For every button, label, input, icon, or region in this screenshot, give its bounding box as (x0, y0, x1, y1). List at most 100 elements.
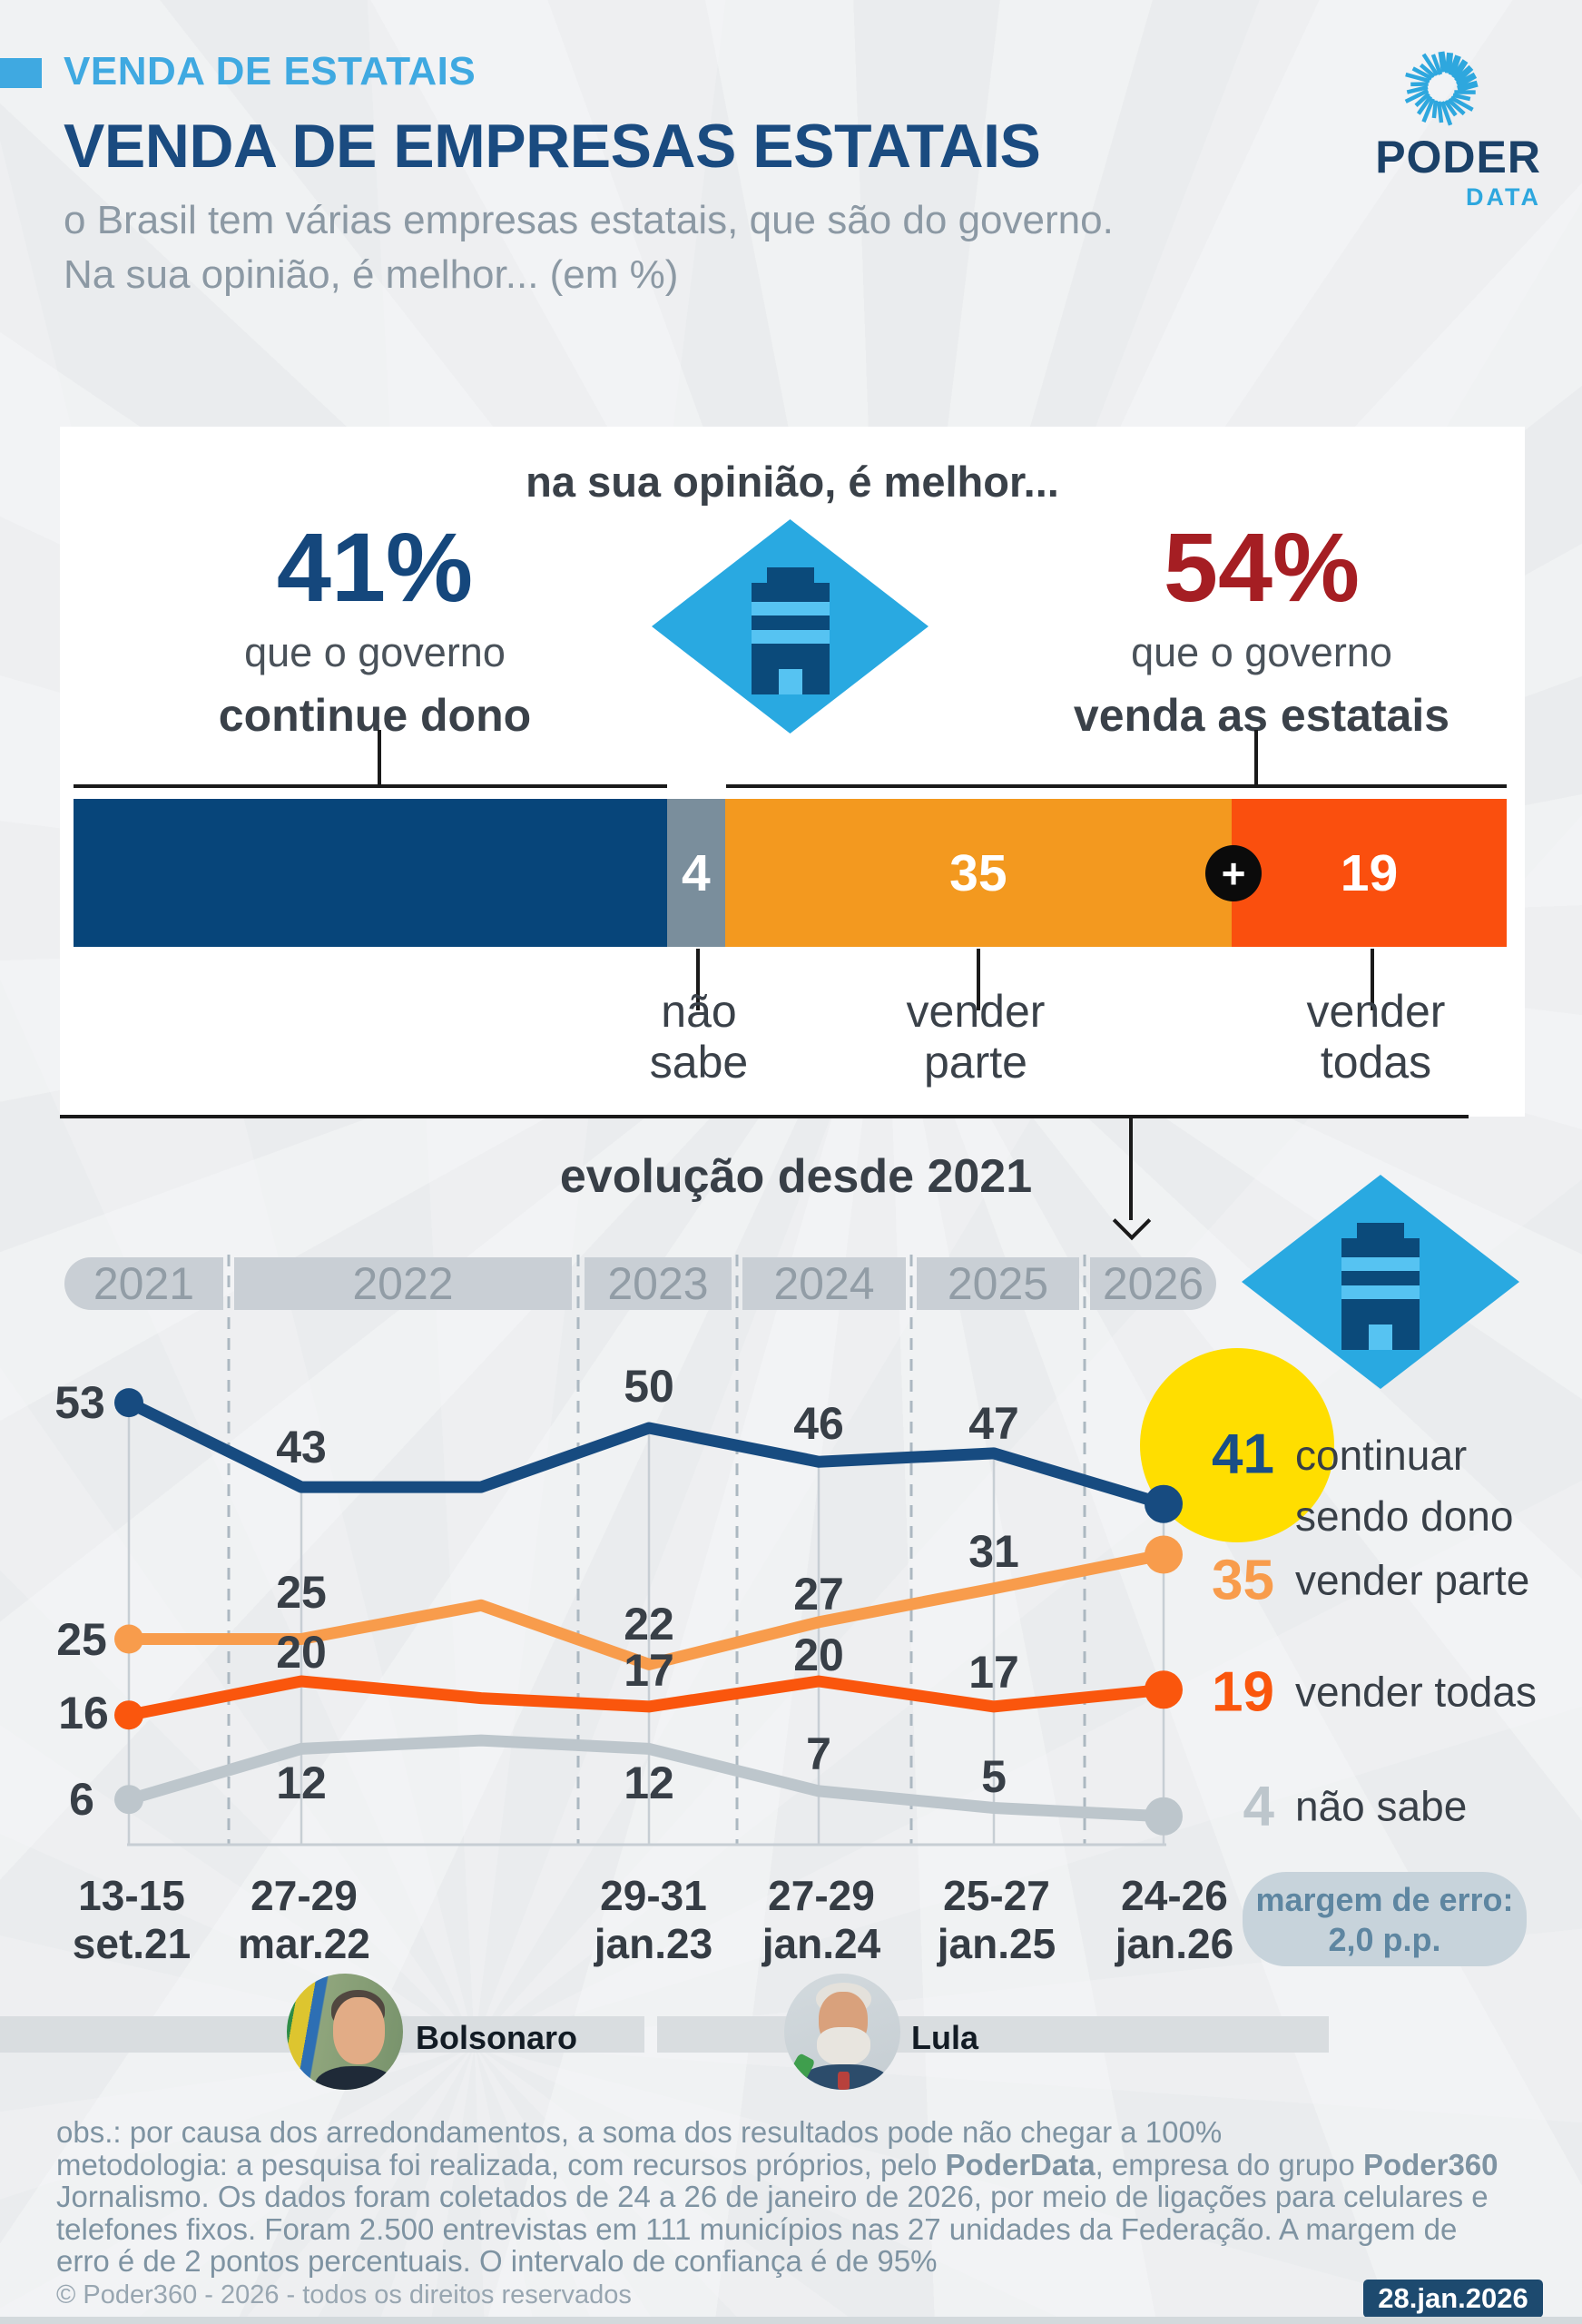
bar-label-line: vender (906, 986, 1046, 1037)
margin-of-error-pill: margem de erro: 2,0 p.p. (1243, 1872, 1527, 1966)
start-dot-não-sabe (114, 1785, 143, 1815)
logo-sub-text: DATA (1466, 183, 1541, 211)
building-door (779, 669, 802, 694)
data-label-vender-parte-3: 22 (624, 1599, 674, 1650)
footer-obs: obs.: por causa dos arredondamentos, a s… (56, 2115, 1223, 2149)
legend-label-não-sabe: não sabe (1295, 1777, 1467, 1837)
data-label-continuar-sendo-dono-5: 47 (968, 1397, 1019, 1449)
x-axis-label-line: set.21 (72, 1920, 192, 1967)
bar-label-line: sabe (649, 1037, 749, 1088)
methodology-text: , empresa do grupo (1095, 2147, 1363, 2181)
data-label-vender-parte-5: 31 (968, 1525, 1019, 1577)
line-continuar-sendo-dono (123, 1396, 1170, 1511)
building-row (1341, 1285, 1420, 1299)
swirl-ray (1406, 84, 1429, 94)
stacked-bar: 4 35 19 (74, 799, 1507, 947)
face (333, 1996, 385, 2064)
building-row (1341, 1238, 1420, 1257)
tie (837, 2071, 850, 2090)
logo-brand-text: PODER (1375, 132, 1541, 182)
poderdata-logo: PODER DATA (1341, 47, 1541, 210)
swirl-ray (1404, 88, 1430, 103)
bar-segment-value: 19 (1340, 843, 1399, 902)
bracket-tick-left (378, 730, 381, 784)
building-row (1341, 1271, 1420, 1285)
legend-label-line: sendo dono (1295, 1492, 1514, 1540)
legend-label-vender-parte: vender parte (1295, 1551, 1529, 1611)
data-label-não-sabe-4: 7 (806, 1728, 831, 1779)
swirl-ray (1430, 54, 1443, 75)
card-question: na sua opinião, é melhor... (526, 458, 1059, 506)
x-axis-label-line: 13-15 (78, 1872, 185, 1919)
legend-label-vender-todas: vender todas (1295, 1662, 1537, 1723)
building-row (1357, 1223, 1404, 1238)
swirl-ray (1419, 63, 1436, 78)
bar-segment-value: 35 (949, 843, 1007, 902)
estatal-diamond-icon-2 (1242, 1175, 1519, 1389)
leader-vender-todas (1371, 949, 1374, 1010)
building-row (752, 630, 830, 644)
publication-date-badge: 28.jan.2026 (1363, 2280, 1543, 2318)
year-pill-2024: 2024 (742, 1257, 906, 1310)
swirl-ray (1457, 80, 1479, 93)
end-dot-continuar-sendo-dono (1145, 1484, 1183, 1523)
methodology-bold-poderdata: PoderData (945, 2147, 1096, 2181)
x-axis-label-line: jan.24 (762, 1920, 881, 1967)
swirl-ray (1447, 98, 1466, 116)
building-row (752, 583, 830, 602)
year-pill-2021: 2021 (64, 1257, 223, 1310)
continue-dono-line1: que o governo (244, 629, 506, 675)
x-axis-label-jan.24: 27-29 jan.24 (703, 1872, 939, 1968)
data-label-continuar-sendo-dono-1: 43 (276, 1422, 327, 1473)
swirl-ray (1454, 64, 1474, 84)
margin-line2: 2,0 p.p. (1328, 1921, 1441, 1958)
bracket-left (74, 784, 667, 788)
year-pill-2023: 2023 (585, 1257, 732, 1310)
data-label-vender-parte-0: 25 (56, 1613, 107, 1665)
arrow-to-chart-line (1129, 1118, 1133, 1220)
president-name-lula: Lula (911, 2019, 979, 2056)
x-axis-label-jan.26: 24-26 jan.26 (1056, 1872, 1292, 1968)
swirl-ray (1452, 93, 1471, 102)
building-row (752, 602, 830, 615)
estatal-diamond-icon (652, 519, 929, 734)
data-label-continuar-sendo-dono-4: 46 (793, 1398, 844, 1450)
x-axis-label-line: jan.26 (1115, 1920, 1234, 1967)
bar-label-line: não (661, 986, 737, 1037)
venda-estatais-block: 54% que o governo venda as estatais (1026, 518, 1498, 742)
end-dot-vender-parte (1145, 1535, 1183, 1574)
copyright-line: © Poder360 - 2026 - todos os direitos re… (56, 2280, 632, 2309)
bar-segment-vender-parte: 35 (724, 799, 1232, 947)
x-axis-label-line: 27-29 (251, 1872, 358, 1919)
data-label-não-sabe-3: 12 (624, 1758, 674, 1809)
data-label-continuar-sendo-dono-0: 53 (54, 1377, 105, 1429)
bar-label-vender: vender parte (840, 986, 1112, 1088)
data-label-não-sabe-5: 5 (981, 1750, 1007, 1802)
footer-notes: obs.: por causa dos arredondamentos, a s… (56, 2116, 1508, 2278)
continue-dono-pct: 41% (276, 512, 474, 622)
data-label-não-sabe-0: 6 (69, 1774, 94, 1826)
start-dot-continuar-sendo-dono (114, 1388, 143, 1418)
swirl-ray (1421, 53, 1440, 76)
bar-segment-que-o-governo-continue-dono (74, 799, 667, 947)
poder-swirl-icon (1404, 51, 1479, 126)
x-axis-label-line: jan.25 (937, 1920, 1056, 1967)
building-row (752, 615, 830, 630)
data-label-vender-todas-4: 20 (793, 1630, 844, 1680)
footer-methodology: metodologia: a pesquisa foi realizada, c… (56, 2147, 1508, 2278)
lula-avatar (784, 1974, 900, 2090)
page-title: VENDA DE EMPRESAS ESTATAIS (64, 112, 1041, 181)
legend-value-vender-todas: 19 (1212, 1660, 1274, 1724)
end-dot-não-sabe (1145, 1797, 1183, 1836)
x-axis-label-jan.23: 29-31 jan.23 (536, 1872, 771, 1968)
x-axis-label-line: jan.23 (594, 1920, 713, 1967)
highlight-circle (1140, 1348, 1334, 1542)
subtitle-line2: Na sua opinião, é melhor... (em %) (64, 252, 679, 297)
data-label-continuar-sendo-dono-3: 50 (624, 1361, 674, 1412)
bottom-strip (0, 2317, 1582, 2324)
venda-estatais-pct: 54% (1163, 512, 1361, 622)
methodology-text: Jornalismo. Os dados foram coletados de … (56, 2180, 1489, 2278)
x-axis-label-line: 27-29 (768, 1872, 875, 1919)
subtitle-line1: o Brasil tem várias empresas estatais, q… (64, 198, 1114, 242)
